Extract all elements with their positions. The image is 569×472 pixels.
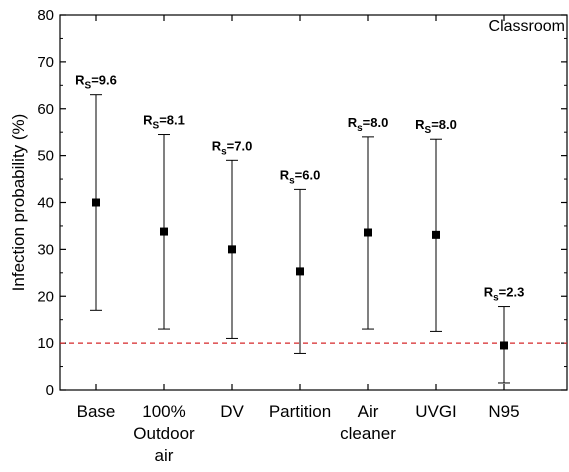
category-label: DV bbox=[220, 402, 244, 421]
y-axis-title: Infection probability (%) bbox=[9, 114, 28, 292]
y-tick-label: 80 bbox=[37, 7, 54, 24]
data-point bbox=[160, 227, 168, 236]
y-tick-label: 10 bbox=[37, 335, 54, 352]
rs-annotation: Rs=2.3 bbox=[484, 285, 525, 304]
labels-group: Base 100% Outdoor air DV Partition Air cleaner U… bbox=[75, 73, 524, 465]
y-tick-label: 40 bbox=[37, 195, 54, 212]
data-point bbox=[500, 341, 508, 350]
category-label: cleaner bbox=[340, 424, 396, 443]
rs-annotation: RS=8.1 bbox=[143, 113, 185, 132]
rs-annotation: Rs=6.0 bbox=[280, 167, 321, 186]
axes: 0 10 20 30 40 50 60 70 80 bbox=[37, 7, 568, 399]
data-point bbox=[92, 198, 100, 207]
category-label: UVGI bbox=[415, 402, 457, 421]
y-tick-label: 20 bbox=[37, 288, 54, 305]
y-tick-label: 30 bbox=[37, 241, 54, 258]
y-tick-label: 0 bbox=[46, 382, 54, 399]
data-marks bbox=[90, 94, 510, 384]
y-tick-label: 70 bbox=[37, 54, 54, 71]
y-tick-label: 60 bbox=[37, 101, 54, 118]
panel-label: Classroom bbox=[489, 18, 565, 35]
category-label: air bbox=[155, 446, 174, 465]
category-label: 100% bbox=[142, 402, 185, 421]
category-label: Base bbox=[77, 402, 116, 421]
data-point bbox=[228, 245, 236, 254]
data-point bbox=[364, 228, 372, 237]
rs-annotation: RS=9.6 bbox=[75, 73, 117, 92]
plot-frame bbox=[59, 14, 568, 391]
category-label: Air bbox=[358, 402, 379, 421]
rs-annotation: Rs=8.0 bbox=[348, 115, 389, 134]
data-point bbox=[296, 267, 304, 276]
y-tick-label: 50 bbox=[37, 148, 54, 165]
category-label: N95 bbox=[488, 402, 519, 421]
rs-annotation: RS=8.0 bbox=[415, 117, 457, 136]
data-point bbox=[432, 230, 440, 239]
category-label: Partition bbox=[269, 402, 331, 421]
rs-annotation: Rs=7.0 bbox=[212, 138, 253, 157]
category-label: Outdoor bbox=[133, 424, 195, 443]
